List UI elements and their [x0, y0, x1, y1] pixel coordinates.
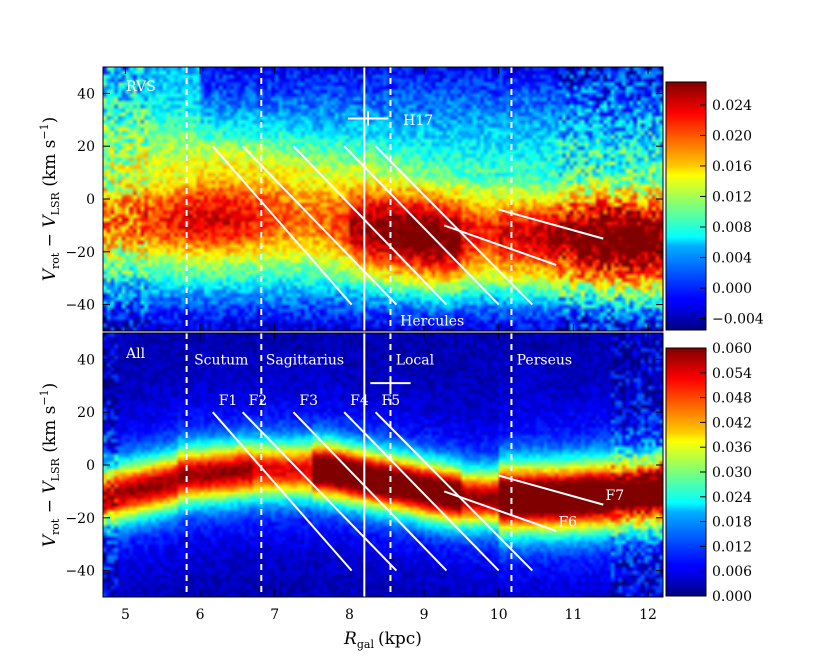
ridge-label-f7: F7 — [606, 488, 625, 504]
ridge-line-f5 — [374, 145, 534, 306]
colorbar-tick-label: 0.048 — [712, 391, 752, 407]
x-tick-label: 11 — [564, 607, 582, 623]
colorbar-tick-label: 0.006 — [712, 564, 752, 580]
ridge-line-f6 — [443, 490, 557, 532]
colorbar-tick-label: 0.018 — [712, 515, 752, 531]
x-tick-label: 8 — [345, 607, 354, 623]
colorbar-tick-label: 0.016 — [712, 159, 752, 175]
ridge-line-f4 — [343, 145, 500, 306]
annotations-rvs: H17 Hercules — [400, 113, 464, 330]
colorbar-tick-label: 0.000 — [712, 281, 752, 297]
y-tick-label: −20 — [65, 511, 95, 527]
x-tick-label: 5 — [121, 607, 130, 623]
ridge-line-f3 — [292, 145, 448, 306]
y-tick-label: −40 — [65, 564, 95, 580]
ridge-line-f3 — [292, 411, 448, 572]
ridge-line-f5 — [374, 411, 534, 572]
ridge-line-f6 — [443, 224, 557, 266]
y-tick-label: 20 — [77, 139, 95, 155]
arm-label-perseus: Perseus — [517, 352, 572, 368]
x-tick-label: 9 — [420, 607, 429, 623]
x-tick-label: 10 — [490, 607, 508, 623]
colorbar-rvs: 0.024 0.020 0.016 0.012 0.008 0.004 0.000 −0.00… — [665, 81, 764, 331]
colorbar-tick-label: 0.060 — [712, 341, 752, 357]
annotation-h17: H17 — [403, 113, 433, 129]
colorbar-tick-label: −0.004 — [712, 312, 764, 328]
heatmap-image-rvs — [103, 67, 663, 331]
heatmap-image-all — [103, 333, 663, 597]
y-axis-label-rvs: Vrot − VLSR (km s−1) — [38, 117, 62, 282]
ridge-line-f1 — [212, 411, 353, 572]
ridge-line-f4 — [343, 411, 500, 572]
x-axis-all: 5 6 7 8 9 10 11 12 — [121, 333, 657, 623]
colorbar-tick-label: 0.004 — [712, 251, 752, 267]
panel-all: 40 20 0 −20 −40 5 6 7 8 9 10 11 12 All Scutum Sagitt… — [65, 332, 664, 623]
x-tick-label: 6 — [196, 607, 205, 623]
y-tick-label: 20 — [77, 405, 95, 421]
y-tick-label: 0 — [86, 192, 95, 208]
y-tick-label: −40 — [65, 298, 95, 314]
colorbar-all-gradient — [666, 348, 706, 596]
colorbar-rvs-frame — [665, 81, 707, 331]
y-axis-label-all: Vrot − VLSR (km s−1) — [38, 383, 62, 548]
overlay-all — [185, 333, 604, 597]
colorbar-tick-label: 0.036 — [712, 440, 752, 456]
arm-label-sagittarius: Sagittarius — [266, 352, 344, 368]
x-ticks-rvs — [124, 67, 649, 331]
colorbar-rvs-ticks: 0.024 0.020 0.016 0.012 0.008 0.004 0.000 −0.00… — [700, 98, 764, 328]
colorbar-tick-label: 0.020 — [712, 128, 752, 144]
ridge-label-f6: F6 — [558, 514, 577, 530]
y-axis-all: 40 20 0 −20 −40 — [65, 352, 663, 580]
annotations-all: Scutum Sagittarius Local Perseus F1 F2 F3 F4 F5 F… — [194, 352, 624, 530]
y-tick-label: 40 — [77, 352, 95, 368]
colorbar-tick-label: 0.012 — [712, 189, 752, 205]
heatmap-rvs — [103, 67, 663, 331]
y-axis-rvs: 40 20 0 −20 −40 — [65, 86, 663, 314]
overlay-rvs — [185, 67, 604, 331]
colorbar-rvs-gradient — [666, 82, 706, 330]
ridge-line-f1 — [212, 145, 353, 306]
ridge-label-f5: F5 — [382, 393, 401, 409]
x-tick-label: 7 — [270, 607, 279, 623]
colorbar-tick-label: 0.008 — [712, 220, 752, 236]
ridge-label-f3: F3 — [299, 393, 318, 409]
arm-label-local: Local — [396, 352, 435, 368]
ridge-label-f4: F4 — [350, 393, 369, 409]
ridge-label-f1: F1 — [219, 393, 238, 409]
arm-label-scutum: Scutum — [194, 352, 248, 368]
ridge-line-f2 — [241, 145, 398, 306]
x-axis-label: Rgal (kpc) — [343, 629, 422, 651]
y-tick-label: −20 — [65, 245, 95, 261]
colorbar-all-ticks: 0.060 0.054 0.048 0.042 0.036 0.030 0.024 0.018… — [700, 341, 752, 605]
panel-label-all: All — [125, 346, 146, 362]
ridge-line-f2 — [241, 411, 398, 572]
heatmap-all — [103, 333, 663, 597]
colorbar-tick-label: 0.024 — [712, 98, 752, 114]
ridge-line-f7 — [498, 208, 604, 240]
annotation-hercules: Hercules — [400, 313, 464, 329]
colorbar-tick-label: 0.054 — [712, 366, 752, 382]
colorbar-tick-label: 0.024 — [712, 490, 752, 506]
y-tick-label: 0 — [86, 458, 95, 474]
y-tick-label: 40 — [77, 86, 95, 102]
ridge-line-f7 — [498, 474, 604, 506]
panel-label-rvs: RVS — [126, 79, 156, 95]
colorbar-all: 0.060 0.054 0.048 0.042 0.036 0.030 0.024 0.018… — [665, 341, 752, 605]
colorbar-tick-label: 0.030 — [712, 465, 752, 481]
colorbar-tick-label: 0.000 — [712, 589, 752, 605]
x-tick-label: 12 — [639, 607, 657, 623]
colorbar-tick-label: 0.012 — [712, 539, 752, 555]
colorbar-tick-label: 0.042 — [712, 415, 752, 431]
panel-rvs: 40 20 0 −20 −40 RVS H17 Hercules — [65, 66, 664, 332]
ridge-label-f2: F2 — [249, 393, 268, 409]
